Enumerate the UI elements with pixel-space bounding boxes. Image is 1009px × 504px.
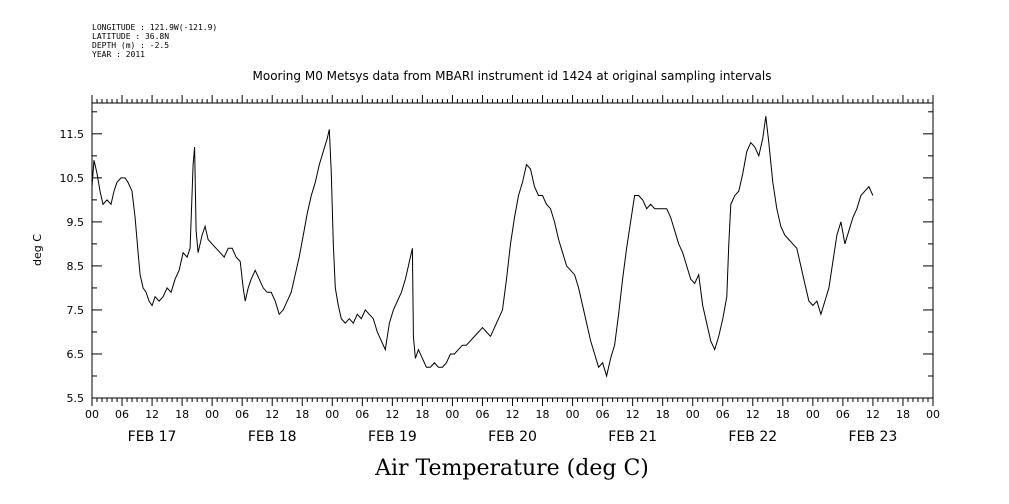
x-hour-label: 18 xyxy=(656,408,670,421)
x-hour-label: 06 xyxy=(355,408,369,421)
x-hour-label: 00 xyxy=(85,408,99,421)
latitude-label: LATITUDE : 36.8N xyxy=(92,32,169,41)
x-hour-label: 18 xyxy=(295,408,309,421)
x-hour-label: 00 xyxy=(566,408,580,421)
x-hour-label: 18 xyxy=(536,408,550,421)
y-tick-label: 9.5 xyxy=(67,216,85,229)
y-tick-label: 6.5 xyxy=(67,348,85,361)
x-day-label: FEB 23 xyxy=(849,429,898,445)
x-hour-label: 06 xyxy=(475,408,489,421)
x-hour-label: 06 xyxy=(836,408,850,421)
x-axis-title: Air Temperature (deg C) xyxy=(374,456,649,481)
x-hour-label: 18 xyxy=(175,408,189,421)
x-hour-label: 00 xyxy=(325,408,339,421)
x-hour-label: 18 xyxy=(415,408,429,421)
x-hour-label: 06 xyxy=(716,408,730,421)
x-hour-label: 12 xyxy=(626,408,640,421)
x-hour-label: 12 xyxy=(506,408,520,421)
x-axis-ticks: 00 06 12 18 FEB 17 00 06 12 18 FEB 18 00 06 12 18 FEB … xyxy=(85,95,940,445)
year-label: YEAR : 2011 xyxy=(92,50,145,59)
x-hour-label: 12 xyxy=(746,408,760,421)
depth-label: DEPTH (m) : -2.5 xyxy=(92,41,169,50)
x-day-label: FEB 20 xyxy=(488,429,537,445)
x-hour-label: 06 xyxy=(235,408,249,421)
x-hour-label: 06 xyxy=(115,408,129,421)
x-hour-label: 12 xyxy=(385,408,399,421)
x-hour-label: 06 xyxy=(596,408,610,421)
x-day-label: FEB 19 xyxy=(368,429,417,445)
series-line xyxy=(91,116,874,378)
x-hour-label: 00 xyxy=(926,408,940,421)
x-hour-label: 12 xyxy=(145,408,159,421)
y-tick-label: 5.5 xyxy=(67,392,85,405)
y-axis-label: deg C xyxy=(31,234,44,266)
x-hour-label: 18 xyxy=(896,408,910,421)
x-hour-label: 18 xyxy=(776,408,790,421)
x-hour-label: 00 xyxy=(445,408,459,421)
x-day-label: FEB 18 xyxy=(248,429,297,445)
chart-title: Mooring M0 Metsys data from MBARI instru… xyxy=(253,69,772,83)
y-tick-label: 10.5 xyxy=(60,172,85,185)
x-hour-label: 12 xyxy=(866,408,880,421)
x-hour-label: 12 xyxy=(265,408,279,421)
x-day-label: FEB 21 xyxy=(608,429,657,445)
x-hour-label: 00 xyxy=(205,408,219,421)
y-tick-label: 8.5 xyxy=(67,260,85,273)
series-layer xyxy=(91,116,874,378)
x-hour-label: 00 xyxy=(806,408,820,421)
y-axis-ticks: 5.5 6.5 7.5 8.5 9.5 10.5 11.5 xyxy=(60,111,933,405)
x-hour-label: 00 xyxy=(686,408,700,421)
x-day-label: FEB 17 xyxy=(128,429,177,445)
y-tick-label: 7.5 xyxy=(67,304,85,317)
x-day-label: FEB 22 xyxy=(728,429,777,445)
y-tick-label: 11.5 xyxy=(60,128,85,141)
longitude-label: LONGITUDE : 121.9W(-121.9) xyxy=(92,23,217,32)
